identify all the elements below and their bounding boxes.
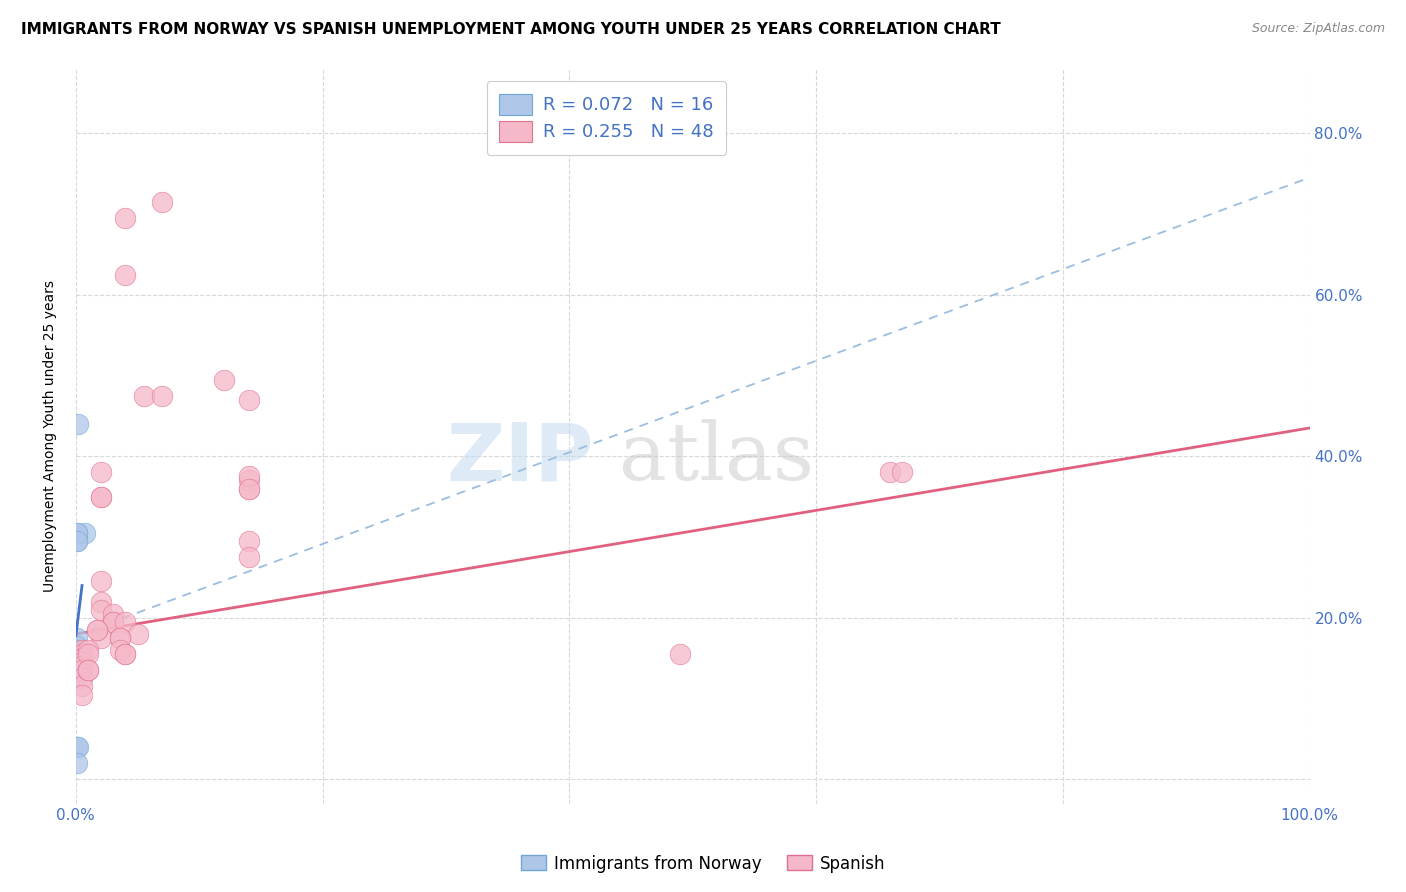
Point (669, 647, 692, 661)
Point (114, 647, 136, 661)
Point (90, 603, 112, 617)
Point (101, 615, 124, 629)
Point (66, 534, 89, 549)
Point (70, 647, 93, 661)
Point (132, 389, 155, 403)
Point (238, 550, 260, 565)
Point (212, 372, 235, 386)
Point (77, 643, 100, 657)
Point (66, 659, 89, 673)
Point (86, 623, 108, 637)
Point (77, 663, 100, 677)
Point (66, 659, 89, 673)
Point (66, 526, 89, 541)
Point (66, 740, 89, 755)
Text: Source: ZipAtlas.com: Source: ZipAtlas.com (1251, 22, 1385, 36)
Point (238, 469, 260, 483)
Point (70, 672, 93, 686)
Legend: Immigrants from Norway, Spanish: Immigrants from Norway, Spanish (515, 848, 891, 880)
Point (114, 211, 136, 225)
Point (77, 647, 100, 661)
Point (66, 756, 89, 771)
Point (90, 466, 112, 480)
Point (66, 639, 89, 653)
Point (77, 663, 100, 677)
Point (73, 526, 96, 541)
Point (114, 268, 136, 282)
Point (90, 595, 112, 609)
Point (114, 647, 136, 661)
Point (70, 651, 93, 665)
Point (67, 740, 90, 755)
Point (67, 417, 90, 431)
Point (238, 392, 260, 407)
Point (70, 663, 93, 677)
Point (238, 534, 260, 549)
Point (70, 655, 93, 669)
Point (66, 643, 89, 657)
Text: IMMIGRANTS FROM NORWAY VS SPANISH UNEMPLOYMENT AMONG YOUTH UNDER 25 YEARS CORREL: IMMIGRANTS FROM NORWAY VS SPANISH UNEMPL… (21, 22, 1001, 37)
Point (879, 466, 901, 480)
Text: atlas: atlas (619, 419, 814, 497)
Point (90, 490, 112, 504)
Point (70, 659, 93, 673)
Point (891, 466, 914, 480)
Point (110, 631, 132, 645)
Point (66, 526, 89, 541)
Point (70, 688, 93, 702)
Point (101, 615, 124, 629)
Point (150, 194, 173, 209)
Point (90, 631, 112, 645)
Point (150, 389, 173, 403)
Point (66, 534, 89, 549)
Point (114, 615, 136, 629)
Point (90, 574, 112, 589)
Point (70, 680, 93, 694)
Text: ZIP: ZIP (447, 419, 593, 497)
Point (90, 490, 112, 504)
Point (238, 474, 260, 488)
Point (238, 482, 260, 496)
Point (66, 631, 89, 645)
Legend: R = 0.072   N = 16, R = 0.255   N = 48: R = 0.072 N = 16, R = 0.255 N = 48 (486, 81, 725, 154)
Point (70, 643, 93, 657)
Point (66, 647, 89, 661)
Point (127, 627, 149, 641)
Point (238, 482, 260, 496)
Point (110, 643, 132, 657)
Y-axis label: Unemployment Among Youth under 25 years: Unemployment Among Youth under 25 years (44, 280, 58, 592)
Point (101, 607, 124, 621)
Point (66, 667, 89, 681)
Point (86, 623, 108, 637)
Point (110, 631, 132, 645)
